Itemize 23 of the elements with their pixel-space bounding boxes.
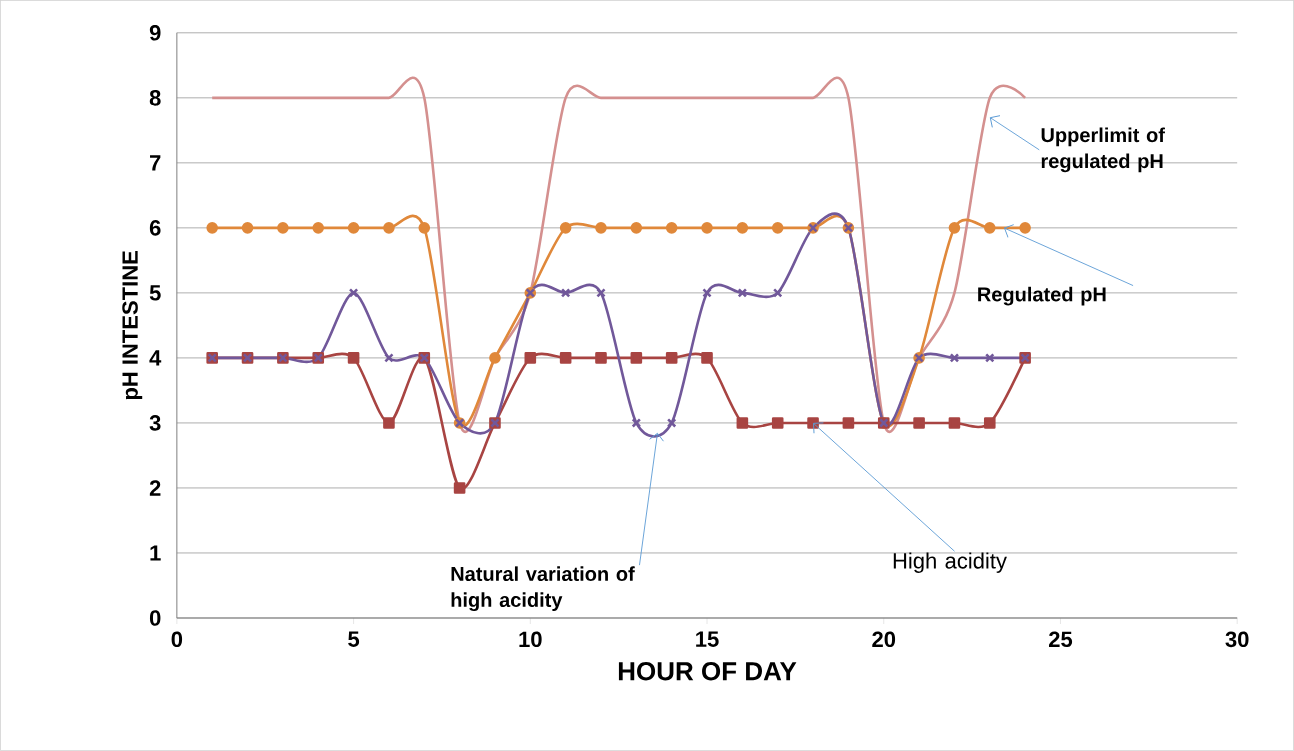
annotation: Natural variation of high acidity [451,566,635,612]
annotation: Upperlimit of regulated pH [1041,127,1165,173]
x-tick-label: 0 [171,631,183,648]
x-tick-label: 15 [696,631,719,647]
y-tick-label: 4 [149,350,162,366]
y-tick-label: 5 [149,285,161,301]
x-axis-title: HOUR OF DAY [618,662,797,681]
annotation: High acidity [893,552,1007,574]
y-tick-label: 3 [149,415,161,431]
y-tick-label: 0 [149,610,161,626]
x-tick-label: 5 [348,631,360,647]
y-tick-label: 1 [150,545,161,561]
y-tick-label: 2 [149,480,161,496]
y-axis-title: pH INTESTINE [122,251,143,400]
x-tick-label: 25 [1049,631,1073,648]
y-tick-label: 6 [149,220,161,236]
y-tick-label: 9 [149,25,161,41]
y-tick-label: 8 [149,90,161,106]
annotation: Regulated pH [978,286,1106,306]
x-tick-label: 20 [872,631,896,648]
x-tick-label: 30 [1225,631,1249,648]
y-tick-label: 7 [150,155,161,171]
x-tick-label: 10 [519,631,542,648]
